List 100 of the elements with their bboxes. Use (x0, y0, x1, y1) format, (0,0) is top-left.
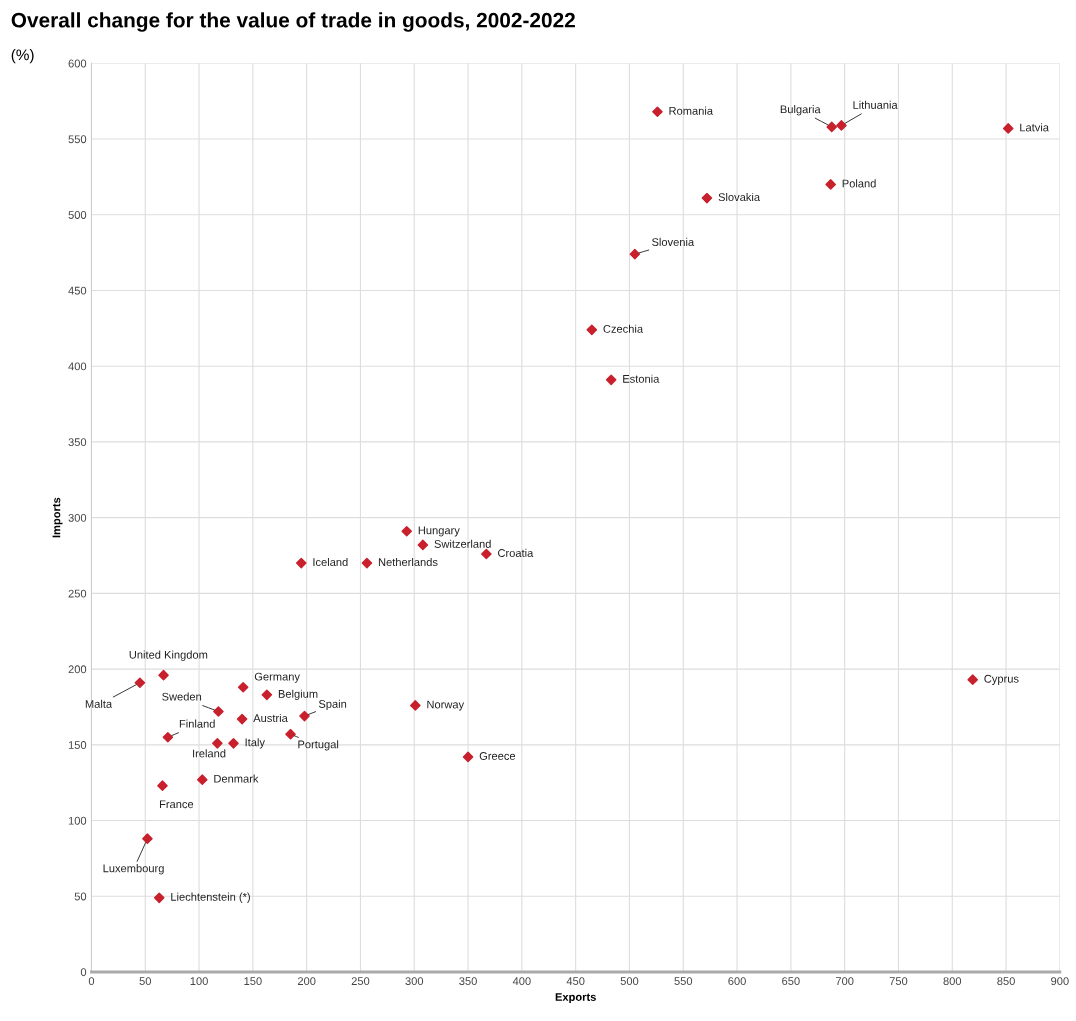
point (162, 731, 174, 743)
annotation: Cyprus (984, 674, 1019, 685)
annotation: Bulgaria (780, 105, 821, 116)
x-tick-label: 850 (997, 977, 1015, 986)
point (212, 738, 223, 749)
x-tick-label: 500 (620, 977, 639, 986)
point (629, 248, 641, 260)
x-tick-label: 100 (190, 977, 208, 986)
x-tick-label: 300 (405, 977, 424, 986)
annotation: Belgium (278, 689, 318, 701)
annotation: Slovenia (652, 237, 695, 246)
annotation: Czechia (603, 324, 644, 333)
y-tick-label: 100 (68, 816, 87, 825)
x-tick-label: 800 (943, 977, 962, 986)
annotation: Hungary (418, 526, 460, 537)
annotation: Iceland (313, 557, 348, 567)
x-tick-label: 50 (139, 977, 152, 986)
y-tick-label: 300 (68, 513, 87, 522)
y-tick-label: 350 (68, 438, 87, 447)
point (237, 681, 249, 693)
point (701, 192, 713, 204)
annotation: Portugal (298, 740, 339, 751)
annotation: United Kingdom (129, 650, 208, 661)
annotation: Spain (318, 699, 347, 711)
point (462, 751, 474, 763)
annotation: Slovakia (718, 192, 761, 202)
point (236, 713, 248, 725)
point (826, 121, 838, 133)
annotation: Finland (179, 719, 215, 728)
y-tick-label: 200 (68, 665, 87, 674)
point (967, 674, 979, 685)
x-tick-label: 450 (566, 977, 585, 986)
annotation: Sweden (162, 692, 202, 701)
y-tick-label: 0 (80, 968, 87, 977)
point (261, 689, 273, 701)
y-tick-label: 450 (68, 286, 87, 295)
x-tick-label: 700 (835, 977, 854, 986)
annotation: Denmark (214, 774, 259, 783)
point (153, 892, 165, 904)
x-tick-label: 0 (88, 977, 95, 986)
y-tick-label: 500 (68, 211, 87, 219)
x-tick-label: 650 (782, 977, 800, 986)
x-tick-label: 600 (728, 977, 746, 986)
point (213, 706, 224, 717)
point (481, 548, 492, 560)
point (134, 677, 146, 689)
annotation: Poland (842, 179, 876, 188)
point (361, 557, 373, 569)
annotation: Lithuania (853, 100, 898, 109)
annotation: Liechtenstein (*) (171, 892, 250, 903)
annotation: Latvia (1020, 123, 1049, 132)
x-tick-label: 250 (351, 977, 370, 986)
point (228, 738, 239, 749)
annotation: Germany (254, 672, 300, 683)
point (142, 833, 153, 845)
x-tick-label: 200 (297, 977, 316, 986)
chart-title: Overall change for the value of trade in goods, 2002-2022 (11, 12, 575, 32)
annotation: Romania (669, 106, 714, 115)
x-axis-title: Exports (555, 993, 596, 1004)
y-tick-label: 50 (74, 892, 87, 901)
y-tick-label: 600 (68, 59, 87, 68)
point (410, 700, 421, 711)
annotation: Croatia (498, 548, 534, 557)
point (605, 374, 617, 386)
point (1002, 123, 1014, 134)
y-tick-label: 550 (68, 135, 87, 144)
point (196, 774, 208, 785)
x-tick-label: 900 (1051, 977, 1069, 986)
annotation: Estonia (623, 374, 660, 383)
annotation: Austria (253, 713, 288, 723)
point (299, 710, 310, 722)
x-tick-label: 400 (512, 977, 531, 986)
x-tick-label: 350 (459, 977, 477, 986)
point (836, 120, 847, 131)
x-tick-label: 750 (889, 977, 908, 986)
annotation: Greece (479, 752, 516, 760)
annotation: Switzerland (434, 539, 491, 548)
point (158, 669, 169, 681)
y-tick-label: 250 (68, 589, 87, 598)
annotation: Italy (245, 738, 265, 749)
y-tick-label: 150 (68, 741, 87, 749)
chart-subtitle: (%) (11, 49, 34, 64)
x-tick-label: 550 (674, 977, 693, 986)
annotation: Luxembourg (103, 864, 164, 875)
point (285, 728, 296, 740)
annotation: Netherlands (378, 557, 438, 567)
annotation: Ireland (193, 749, 226, 758)
point (417, 539, 429, 551)
point (825, 179, 836, 190)
x-tick-label: 150 (244, 977, 262, 986)
annotation: Norway (427, 700, 465, 711)
point (157, 780, 168, 792)
annotation: France (159, 800, 194, 809)
y-axis-title: Imports (52, 497, 63, 538)
point (401, 525, 413, 537)
point (295, 557, 307, 569)
annotation: Malta (85, 699, 113, 708)
point (652, 106, 663, 118)
y-tick-label: 400 (68, 362, 87, 371)
point (586, 324, 598, 336)
